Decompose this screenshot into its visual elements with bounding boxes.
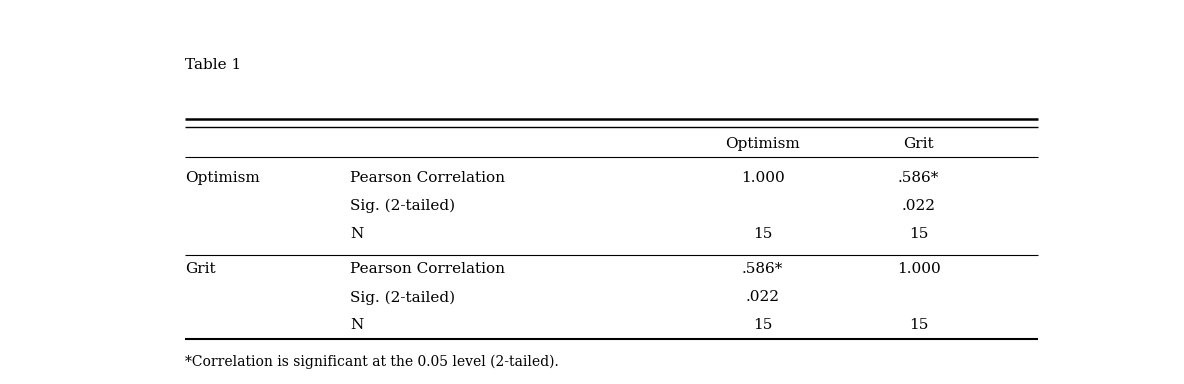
Text: Optimism: Optimism (726, 137, 800, 151)
Text: 1.000: 1.000 (897, 262, 940, 276)
Text: .022: .022 (746, 290, 780, 305)
Text: 1.000: 1.000 (741, 170, 785, 185)
Text: 15: 15 (753, 318, 772, 332)
Text: *Correlation is significant at the 0.05 level (2-tailed).: *Correlation is significant at the 0.05 … (185, 355, 559, 369)
Text: Grit: Grit (185, 262, 215, 276)
Text: Grit: Grit (903, 137, 934, 151)
Text: Table 1: Table 1 (185, 58, 242, 72)
Text: Pearson Correlation: Pearson Correlation (350, 170, 504, 185)
Text: N: N (350, 318, 363, 332)
Text: .586*: .586* (899, 170, 939, 185)
Text: N: N (350, 227, 363, 241)
Text: 15: 15 (753, 227, 772, 241)
Text: 15: 15 (909, 227, 928, 241)
Text: .586*: .586* (742, 262, 784, 276)
Text: Optimism: Optimism (185, 170, 259, 185)
Text: Pearson Correlation: Pearson Correlation (350, 262, 504, 276)
Text: Sig. (2-tailed): Sig. (2-tailed) (350, 199, 455, 213)
Text: 15: 15 (909, 318, 928, 332)
Text: Sig. (2-tailed): Sig. (2-tailed) (350, 290, 455, 305)
Text: .022: .022 (902, 199, 935, 213)
